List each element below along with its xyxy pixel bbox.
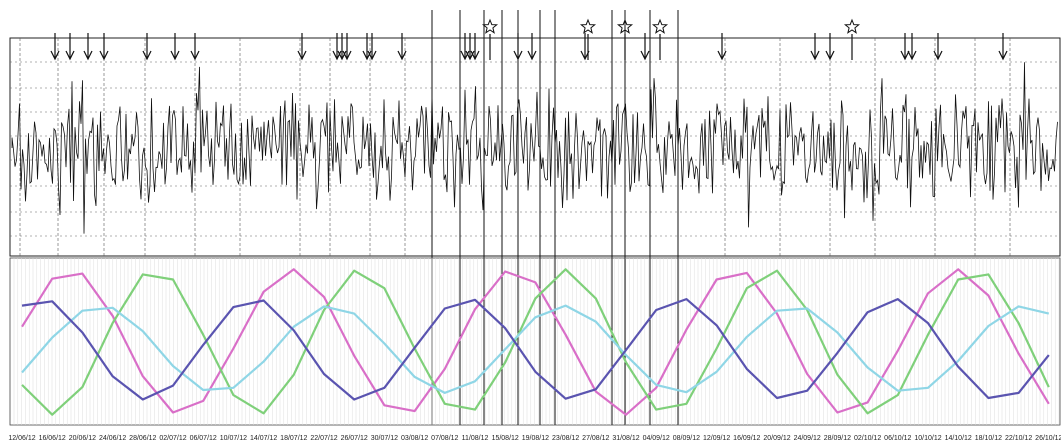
x-tick-label: 27/08/12 <box>582 435 609 442</box>
x-tick-label: 31/08/12 <box>612 435 639 442</box>
event-arrow-head <box>367 50 377 61</box>
x-tick-label: 28/09/12 <box>824 435 851 442</box>
signal-panel <box>9 10 1061 425</box>
event-arrow-head <box>900 50 910 61</box>
event-arrow-head <box>83 50 93 61</box>
x-tick-label: 12/09/12 <box>703 435 730 442</box>
event-arrow-head <box>717 50 727 61</box>
event-arrow-head <box>170 50 180 61</box>
x-tick-label: 22/10/12 <box>1005 435 1032 442</box>
x-tick-label: 16/06/12 <box>39 435 66 442</box>
event-arrow-head <box>527 50 537 61</box>
event-arrow-head <box>825 50 835 61</box>
x-tick-label: 30/07/12 <box>371 435 398 442</box>
x-tick-label: 20/06/12 <box>69 435 96 442</box>
x-tick-label: 20/09/12 <box>763 435 790 442</box>
event-arrow-head <box>397 50 407 61</box>
event-arrow-head <box>142 50 152 61</box>
x-tick-label: 02/10/12 <box>854 435 881 442</box>
x-tick-label: 24/06/12 <box>99 435 126 442</box>
event-arrow-head <box>933 50 943 61</box>
event-arrow-head <box>190 50 200 61</box>
event-arrow-head <box>65 50 75 61</box>
x-tick-label: 19/08/12 <box>522 435 549 442</box>
cycle-line <box>21 268 1050 416</box>
event-star <box>843 18 861 34</box>
event-arrow-head <box>50 50 60 61</box>
x-tick-label: 08/09/12 <box>673 435 700 442</box>
cycle-panel: 12/06/12 16/06/12 20/06/12 24/06/12 28/06/12… <box>8 257 1061 442</box>
x-tick-label: 10/07/12 <box>220 435 247 442</box>
cycle-line <box>21 304 1050 394</box>
event-arrow-head <box>640 50 650 61</box>
x-tick-label: 06/10/12 <box>884 435 911 442</box>
x-tick-label: 07/08/12 <box>431 435 458 442</box>
x-tick-label: 11/08/12 <box>462 435 489 442</box>
event-arrow-head <box>99 50 109 61</box>
x-tick-label: 15/08/12 <box>492 435 519 442</box>
x-tick-label: 12/06/12 <box>8 435 35 442</box>
x-tick-label: 18/07/12 <box>280 435 307 442</box>
cycle-line <box>21 268 1050 416</box>
x-tick-label: 23/08/12 <box>552 435 579 442</box>
cycle-line <box>21 298 1050 401</box>
x-tick-label: 10/10/12 <box>914 435 941 442</box>
x-tick-label: 03/08/12 <box>401 435 428 442</box>
signal-trace <box>11 62 1058 234</box>
event-arrow-head <box>810 50 820 61</box>
x-tick-label: 26/07/12 <box>341 435 368 442</box>
x-tick-label: 24/09/12 <box>794 435 821 442</box>
panel-frame <box>9 37 1061 257</box>
event-arrow-head <box>998 50 1008 61</box>
event-arrow-head <box>297 50 307 61</box>
x-tick-label: 06/07/12 <box>190 435 217 442</box>
x-tick-label: 26/10/12 <box>1035 435 1061 442</box>
event-arrow-head <box>907 50 917 61</box>
event-arrow-head <box>470 50 480 61</box>
event-star <box>579 18 597 34</box>
x-tick-label: 14/10/12 <box>945 435 972 442</box>
x-tick-label: 16/09/12 <box>733 435 760 442</box>
x-tick-label: 28/06/12 <box>129 435 156 442</box>
x-tick-label: 14/07/12 <box>250 435 277 442</box>
x-tick-label: 04/09/12 <box>643 435 670 442</box>
event-star <box>481 18 499 34</box>
event-star <box>651 18 669 34</box>
panel-frame <box>9 257 1061 426</box>
x-tick-label: 18/10/12 <box>975 435 1002 442</box>
x-tick-label: 22/07/12 <box>310 435 337 442</box>
event-arrow-head <box>342 50 352 61</box>
x-tick-label: 02/07/12 <box>159 435 186 442</box>
